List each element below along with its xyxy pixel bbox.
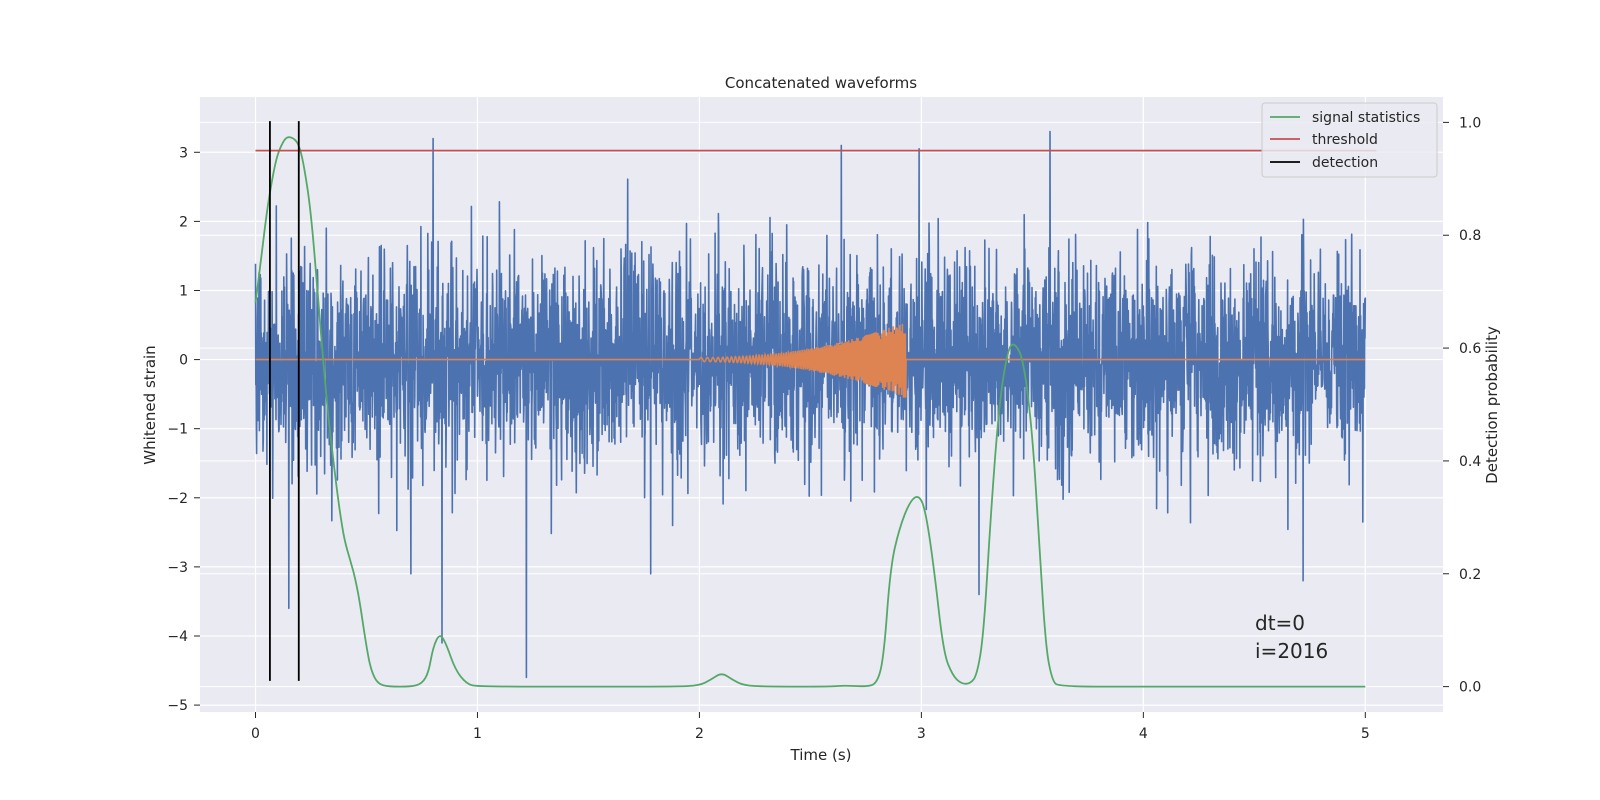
x-tick-label: 4 [1139, 726, 1148, 742]
x-tick-label: 1 [473, 726, 482, 742]
y-tick-label: −3 [167, 560, 188, 576]
x-axis-label: Time (s) [790, 746, 852, 764]
annotation-i: i=2016 [1255, 639, 1328, 663]
y-tick-label: −5 [167, 698, 188, 714]
x-axis-ticks: 0 1 2 3 4 5 [251, 712, 1370, 742]
y-tick-label: 2 [179, 214, 188, 230]
y-right-tick-label: 1.0 [1459, 115, 1481, 131]
annotation-dt: dt=0 [1255, 611, 1305, 635]
y-axis-ticks: −5 −4 −3 −2 −1 0 1 2 3 [167, 145, 200, 714]
detection-lines [269, 121, 300, 681]
y-tick-label: 1 [179, 283, 188, 299]
y-tick-label: 3 [179, 145, 188, 161]
y-tick-label: −1 [167, 422, 188, 438]
y-right-tick-label: 0.2 [1459, 567, 1481, 583]
legend-label-detection: detection [1312, 155, 1378, 171]
y-right-tick-label: 0.8 [1459, 228, 1481, 244]
x-tick-label: 0 [251, 726, 260, 742]
plot-area [254, 121, 1377, 688]
y-tick-label: 0 [179, 353, 188, 369]
chart-title: Concatenated waveforms [725, 74, 917, 92]
signal-statistics-line [254, 136, 1366, 688]
legend-box [1261, 102, 1438, 178]
legend-label-signal: signal statistics [1312, 110, 1420, 126]
y-right-tick-label: 0.0 [1459, 680, 1481, 696]
y-right-tick-label: 0.4 [1459, 454, 1481, 470]
y-right-tick-label: 0.6 [1459, 341, 1481, 357]
x-tick-label: 5 [1361, 726, 1370, 742]
template-chirp-line [255, 323, 1366, 398]
legend: signal statistics threshold detection [1261, 102, 1438, 178]
y-right-axis-ticks: 0.0 0.2 0.4 0.6 0.8 1.0 [1443, 115, 1481, 696]
legend-label-threshold: threshold [1312, 132, 1378, 148]
y-tick-label: −2 [167, 491, 188, 507]
y-axis-label: Whitened strain [141, 345, 159, 464]
y-tick-label: −4 [167, 629, 188, 645]
x-tick-label: 2 [695, 726, 704, 742]
y-right-axis-label: Detection probability [1483, 326, 1501, 484]
x-tick-label: 3 [917, 726, 926, 742]
